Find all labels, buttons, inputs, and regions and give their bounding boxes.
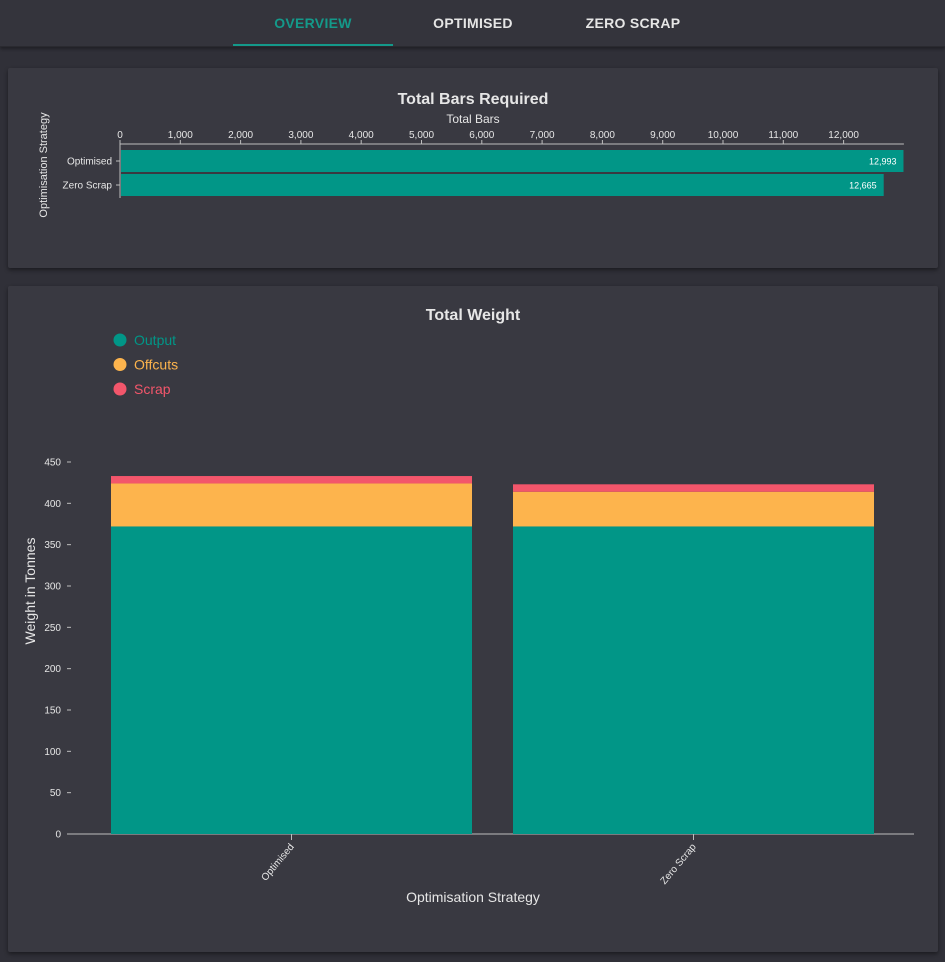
x-tick-label: 0 [117, 130, 123, 141]
y-tick-label: 100 [44, 747, 61, 758]
bar-segment-scrap [513, 484, 874, 492]
bar-segment-output [513, 526, 874, 834]
legend-label-scrap: Scrap [134, 381, 171, 397]
total-weight-card: Total Weight Output Offcuts Scrap 0 50 100 15… [8, 286, 938, 952]
total-bars-chart: Total Bars Required Total Bars Optimisat… [38, 91, 904, 218]
tab-optimised[interactable]: OPTIMISED [433, 15, 513, 31]
y-tick-label: Optimised [67, 157, 112, 168]
y-tick-label: 0 [55, 830, 61, 841]
x-axis-label: Total Bars [446, 112, 499, 126]
active-tab-indicator [233, 44, 393, 46]
x-tick-label: 3,000 [288, 130, 313, 141]
x-tick-label: 5,000 [409, 130, 434, 141]
legend-swatch-offcuts [113, 358, 127, 371]
y-tick-label: 400 [44, 499, 61, 510]
bar [121, 174, 884, 196]
x-tick-label: 11,000 [768, 130, 798, 141]
bar-segment-output [111, 526, 472, 834]
tab-zero-scrap[interactable]: ZERO SCRAP [585, 15, 681, 31]
x-tick-label: Optimised [259, 842, 296, 884]
x-tick-label: 2,000 [228, 130, 253, 141]
x-tick-label: 1,000 [168, 130, 193, 141]
bar-value-label: 12,665 [849, 181, 877, 191]
tab-bar: OVERVIEW OPTIMISED ZERO SCRAP [0, 0, 945, 47]
y-tick-label: 50 [50, 788, 62, 799]
x-tick-label: 12,000 [828, 130, 859, 141]
y-tick-label: 250 [44, 623, 61, 634]
x-tick-label: 10,000 [708, 130, 739, 141]
bar-segment-scrap [111, 476, 472, 484]
bar-value-label: 12,993 [869, 157, 897, 167]
total-bars-card: Total Bars Required Total Bars Optimisat… [8, 68, 938, 268]
total-weight-chart: Total Weight Output Offcuts Scrap 0 50 100 15… [22, 307, 914, 905]
x-tick-label: 8,000 [590, 130, 615, 141]
chart-title: Total Weight [426, 307, 521, 324]
tab-overview[interactable]: OVERVIEW [274, 15, 352, 31]
y-tick-label: 150 [44, 705, 61, 716]
y-tick-label: 350 [44, 540, 61, 551]
legend-swatch-scrap [113, 382, 127, 396]
y-tick-label: 300 [44, 581, 61, 592]
y-axis-label: Optimisation Strategy [38, 112, 50, 218]
x-tick-label: Zero Scrap [659, 842, 700, 887]
bar-segment-offcuts [513, 491, 874, 527]
x-tick-label: 6,000 [469, 130, 494, 141]
y-tick-label: 200 [44, 664, 61, 675]
legend-swatch-output [113, 333, 127, 347]
y-axis-label: Weight in Tonnes [22, 538, 38, 645]
legend-label-offcuts: Offcuts [134, 357, 178, 373]
y-tick-label: 450 [44, 457, 61, 468]
x-tick-label: 9,000 [650, 130, 675, 141]
x-axis-label: Optimisation Strategy [406, 889, 540, 905]
y-tick-label: Zero Scrap [63, 181, 113, 192]
bar [121, 150, 904, 172]
x-tick-label: 7,000 [530, 130, 555, 141]
legend-label-output: Output [134, 332, 176, 348]
bar-segment-offcuts [111, 483, 472, 527]
chart-title: Total Bars Required [398, 91, 549, 108]
x-tick-label: 4,000 [349, 130, 374, 141]
